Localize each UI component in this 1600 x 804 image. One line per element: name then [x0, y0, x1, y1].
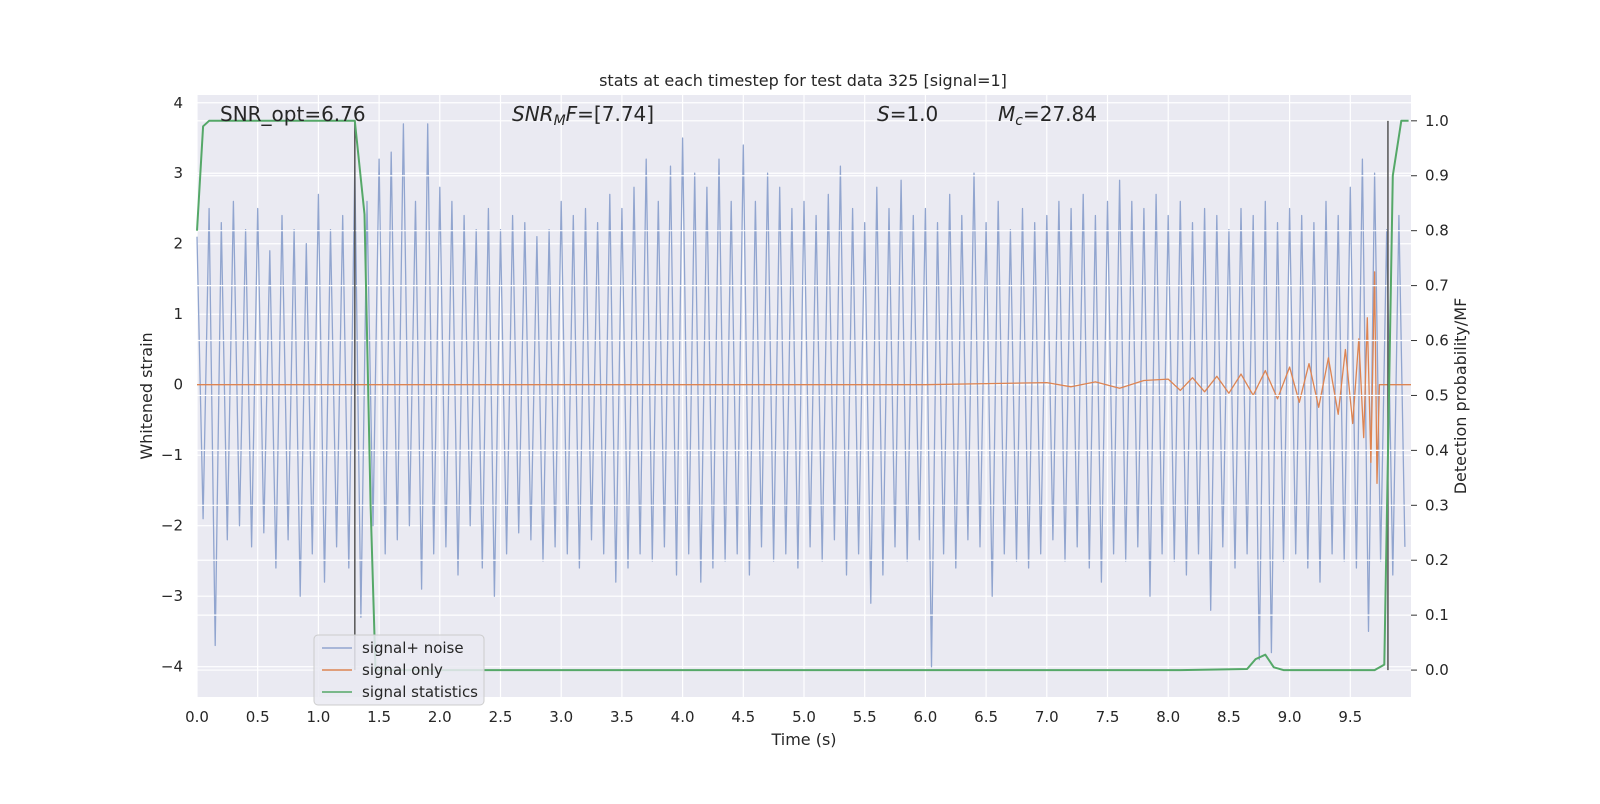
annotation: Mc=27.84: [998, 102, 1097, 129]
annotation-part: =[7.74]: [577, 102, 654, 126]
y-tick-label: −3: [161, 587, 183, 605]
y-tick-label: 4: [173, 94, 183, 112]
annotation: SNR_opt=6.76: [220, 102, 366, 126]
x-tick-label: 7.0: [1035, 708, 1059, 726]
y2-tick-label: 1.0: [1425, 112, 1449, 130]
x-tick-label: 4.5: [731, 708, 755, 726]
x-axis-label: Time (s): [770, 730, 836, 749]
y-tick-label: −2: [161, 517, 183, 535]
series-line: [196, 119, 1409, 672]
y2-tick-label: 0.6: [1425, 332, 1449, 350]
y2-tick-label: 0.1: [1425, 606, 1449, 624]
y2-tick-label: 0.3: [1425, 496, 1449, 514]
x-tick-label: 9.5: [1338, 708, 1362, 726]
x-tick-label: 6.5: [974, 708, 998, 726]
y2-tick-label: 0.8: [1425, 222, 1449, 240]
legend-box: [313, 634, 485, 706]
series-line: [197, 271, 1411, 485]
x-tick-label: 9.0: [1278, 708, 1302, 726]
annotation-part: =1.0: [890, 102, 939, 126]
x-tick-label: 6.0: [913, 708, 937, 726]
overlay-layer: signal+ noise signal only signal statistic…: [196, 119, 1409, 706]
x-tick-label: 0.5: [246, 708, 270, 726]
x-tick-label: 2.0: [428, 708, 452, 726]
annotation-part: SNR: [512, 102, 554, 126]
annotation: S=1.0: [877, 102, 938, 126]
legend-label: signal statistics: [362, 683, 478, 701]
annotation-part: =27.84: [1023, 102, 1097, 126]
x-tick-label: 3.5: [610, 708, 634, 726]
annotation-part: SNR_opt=6.76: [220, 102, 366, 126]
x-tick-label: 7.5: [1096, 708, 1120, 726]
x-tick-label: 2.5: [489, 708, 513, 726]
annotation-part: M: [554, 113, 566, 129]
legend-label: signal only: [362, 661, 443, 679]
legend-label: signal+ noise: [362, 639, 464, 657]
x-tick-label: 5.5: [853, 708, 877, 726]
annotation-part: M: [998, 102, 1015, 126]
x-tick-label: 0.0: [185, 708, 209, 726]
y-tick-label: 3: [173, 164, 183, 182]
y-axis-label: Whitened strain: [137, 332, 156, 459]
y2-tick-label: 0.5: [1425, 386, 1449, 404]
y-tick-label: 2: [173, 235, 183, 253]
y2-tick-label: 0.9: [1425, 167, 1449, 185]
x-tick-label: 3.0: [549, 708, 573, 726]
y2-tick-label: 0.2: [1425, 551, 1449, 569]
annotation-part: F: [566, 102, 578, 126]
y2-tick-label: 0.4: [1425, 441, 1449, 459]
x-tick-label: 8.5: [1217, 708, 1241, 726]
y-tick-label: 0: [173, 376, 183, 394]
series-layer: [196, 120, 1411, 671]
chart-title: stats at each timestep for test data 325…: [599, 71, 1007, 90]
y2-axis-label: Detection probability/MF: [1451, 298, 1470, 495]
annotation-part: c: [1015, 113, 1023, 129]
legend: signal+ noise signal only signal statistic…: [313, 634, 485, 706]
x-tick-label: 8.0: [1156, 708, 1180, 726]
x-tick-label: 1.5: [367, 708, 391, 726]
x-tick-label: 5.0: [792, 708, 816, 726]
y2-tick-label: 0.0: [1425, 661, 1449, 679]
annotation: SNRMF=[7.74]: [512, 102, 654, 129]
y-tick-label: 1: [173, 305, 183, 323]
y2-tick-label: 0.7: [1425, 277, 1449, 295]
x-tick-label: 4.0: [671, 708, 695, 726]
x-tick-label: 1.0: [306, 708, 330, 726]
y-tick-label: −1: [161, 446, 183, 464]
annotation-part: S: [877, 102, 890, 126]
y-tick-label: −4: [161, 658, 183, 676]
